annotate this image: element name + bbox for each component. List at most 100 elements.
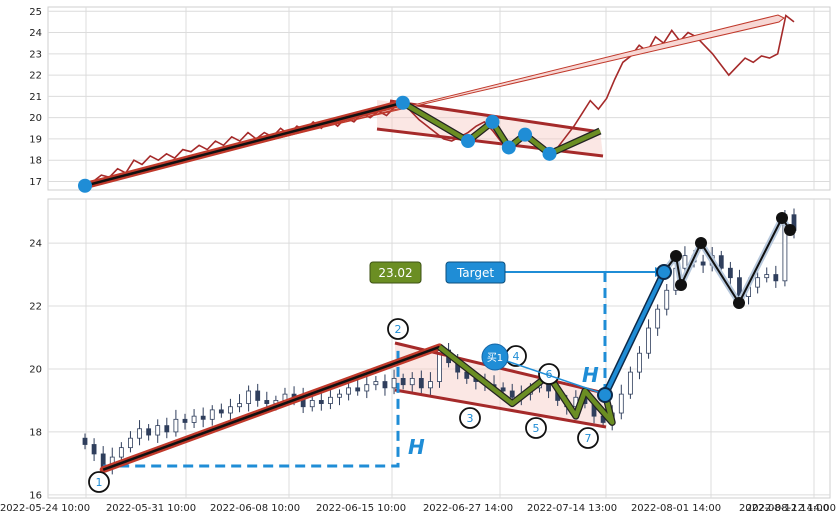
- bottom-xtick-label: 2022-08-01 14:00: [631, 503, 721, 514]
- top-ytick-label: 17: [29, 177, 42, 188]
- bottom-xtick-label: 2022-06-27 14:00: [423, 503, 513, 514]
- post-path-dot: [784, 224, 796, 236]
- top-pivot-marker: [518, 127, 533, 142]
- candle-body: [373, 381, 379, 386]
- candle-body: [173, 418, 179, 433]
- top-ytick-label: 23: [29, 49, 42, 60]
- buy-marker: [481, 343, 509, 371]
- bottom-ytick-label: 16: [29, 490, 42, 501]
- bottom-zigzag: [438, 345, 615, 425]
- post-path-dot: [675, 279, 687, 291]
- candle-body: [618, 393, 624, 414]
- candle-body: [646, 327, 651, 354]
- pivot-label-number: 4: [513, 350, 520, 363]
- candle-body: [155, 425, 161, 436]
- candle-body: [682, 255, 688, 269]
- bottom-channel-fill: [395, 343, 606, 427]
- candle-body: [500, 387, 506, 392]
- buy-marker-label: 买1: [487, 352, 503, 364]
- candle-body: [146, 428, 152, 436]
- candle-body: [664, 289, 670, 310]
- candle-body: [727, 267, 733, 279]
- candle-body: [228, 406, 233, 414]
- pivot-label-number: 3: [467, 412, 474, 425]
- panel-frames: [47, 6, 831, 499]
- bottom-xtick-label: 2022-06-15 10:00: [316, 503, 406, 514]
- bottom-xtick-label: 2022-08-12 14:00: [739, 503, 829, 514]
- top-ytick-label: 19: [29, 134, 42, 145]
- candle-body: [218, 409, 224, 414]
- pivot-label-number: 1: [96, 476, 103, 489]
- bottom-ytick-label: 24: [29, 239, 42, 250]
- bottom-ytick-label: 22: [29, 302, 42, 313]
- candle-body: [400, 377, 406, 386]
- bottom-xtick-label: 2022-05-24 10:00: [0, 503, 90, 514]
- top-pivot-marker: [461, 134, 476, 149]
- post-path-dot: [695, 237, 707, 249]
- top-pivot-marker: [78, 178, 92, 193]
- candle-body: [355, 387, 361, 392]
- pivot-label-circle: [538, 363, 560, 385]
- price-box: [369, 261, 422, 284]
- candle-body: [718, 255, 724, 269]
- candle-body: [137, 428, 142, 439]
- candle-body: [773, 274, 779, 282]
- bottom-xtick-label: 2022-06-08 10:00: [210, 503, 300, 514]
- pivot-label-number: 7: [585, 432, 592, 445]
- candle-body: [264, 400, 270, 404]
- candle-body: [428, 381, 433, 389]
- candle-body: [627, 371, 633, 395]
- post-path-dot: [670, 250, 682, 262]
- height-label-right: H: [582, 363, 599, 387]
- top-ytick-label: 24: [29, 28, 42, 39]
- candle-body: [546, 384, 551, 392]
- candle-body: [637, 352, 642, 373]
- bottom-leg1-black: [102, 345, 440, 471]
- pivot-label-circle: [88, 471, 110, 493]
- candle-body: [391, 377, 397, 389]
- candle-body: [755, 277, 761, 288]
- candle-body: [237, 403, 242, 408]
- candle-body: [337, 393, 342, 398]
- candle-body: [346, 387, 352, 395]
- pivot-label-number: 5: [533, 422, 540, 435]
- bottom-channel-lower: [394, 388, 607, 429]
- candle-body: [255, 390, 261, 401]
- candle-body: [182, 418, 188, 423]
- candle-body: [128, 437, 133, 449]
- target-reached-marker: [656, 264, 672, 280]
- top-ytick-label: 22: [29, 71, 42, 82]
- candle-body: [164, 425, 170, 433]
- candle-body: [309, 400, 315, 408]
- candle-body: [364, 384, 370, 392]
- candle-body: [418, 377, 424, 389]
- top-pivot-marker: [501, 140, 516, 155]
- top-ytick-label: 18: [29, 156, 42, 167]
- candle-body: [655, 308, 661, 329]
- candle-body: [118, 447, 124, 458]
- top-leg1-black: [84, 101, 404, 187]
- candle-body: [246, 390, 252, 404]
- bottom-xtick-label: 2022-08-12 14:00: [746, 503, 836, 514]
- top-pivot-marker: [542, 146, 557, 161]
- target-box: [445, 261, 506, 284]
- candle-body: [318, 400, 324, 404]
- candle-body: [382, 381, 388, 389]
- pivot-label-circle: [577, 427, 599, 449]
- bottom-xtick-label: 2022-07-14 13:00: [527, 503, 617, 514]
- bottom-xtick-label: 2022-05-31 10:00: [106, 503, 196, 514]
- candle-body: [200, 415, 206, 420]
- breakout-leg: [603, 271, 666, 396]
- pivot-label-circle: [459, 407, 481, 429]
- top-ytick-label: 20: [29, 113, 42, 124]
- candle-body: [700, 261, 706, 266]
- candle-body: [82, 437, 88, 445]
- height-label-left: H: [408, 435, 425, 459]
- bottom-ytick-label: 20: [29, 364, 42, 375]
- top-pivot-marker: [485, 114, 500, 129]
- post-path-dot: [733, 297, 745, 309]
- pattern-overlays: [78, 14, 796, 474]
- candle-body: [191, 415, 197, 423]
